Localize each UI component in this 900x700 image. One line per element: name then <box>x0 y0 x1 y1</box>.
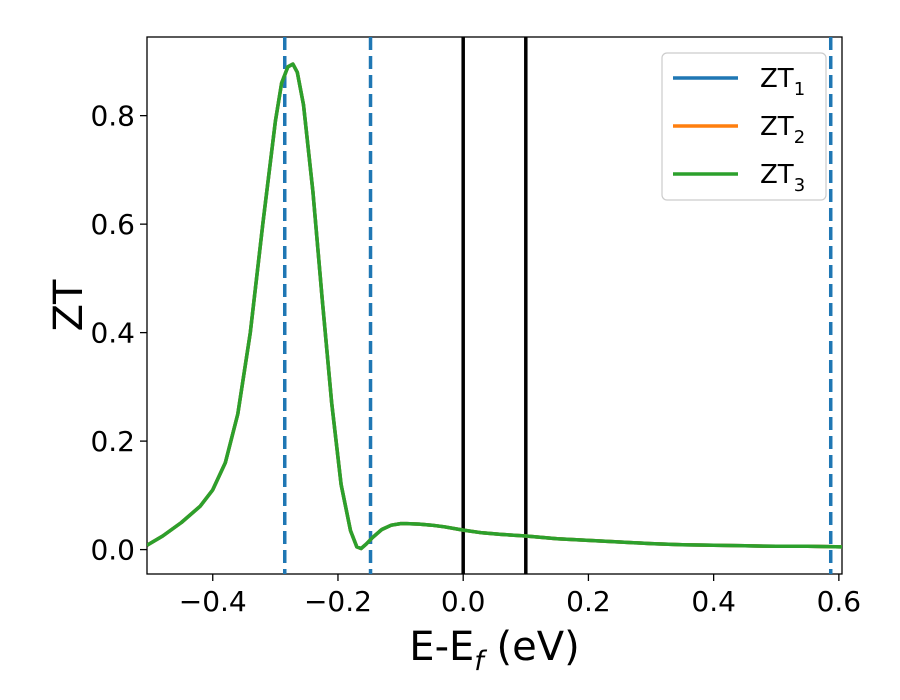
x-tick-label: 0.0 <box>441 585 486 618</box>
y-tick-label: 0.4 <box>90 317 135 350</box>
x-label-base: E-E <box>409 624 474 670</box>
x-label-suffix: (eV) <box>484 624 580 670</box>
x-tick-label: 0.2 <box>566 585 611 618</box>
y-tick-label: 0.8 <box>90 100 135 133</box>
legend: ZT1 ZT2 ZT3 <box>661 52 827 201</box>
x-axis-label: E-Ef (eV) <box>409 624 579 677</box>
y-axis-label: ZT <box>46 279 92 331</box>
legend-label-3: ZT3 <box>760 160 805 196</box>
x-tick-label: 0.4 <box>691 585 736 618</box>
y-tick-label: 0.2 <box>90 425 135 458</box>
series-line-3 <box>147 62 842 551</box>
x-tick-label: 0.6 <box>817 585 862 618</box>
legend-box <box>661 52 827 201</box>
x-tick-label: −0.4 <box>179 585 247 618</box>
y-tick-label: 0.0 <box>90 534 135 567</box>
x-tick-label: −0.2 <box>304 585 372 618</box>
legend-label-2: ZT2 <box>760 112 805 148</box>
legend-label-1: ZT1 <box>760 64 805 100</box>
y-tick-label: 0.6 <box>90 208 135 241</box>
